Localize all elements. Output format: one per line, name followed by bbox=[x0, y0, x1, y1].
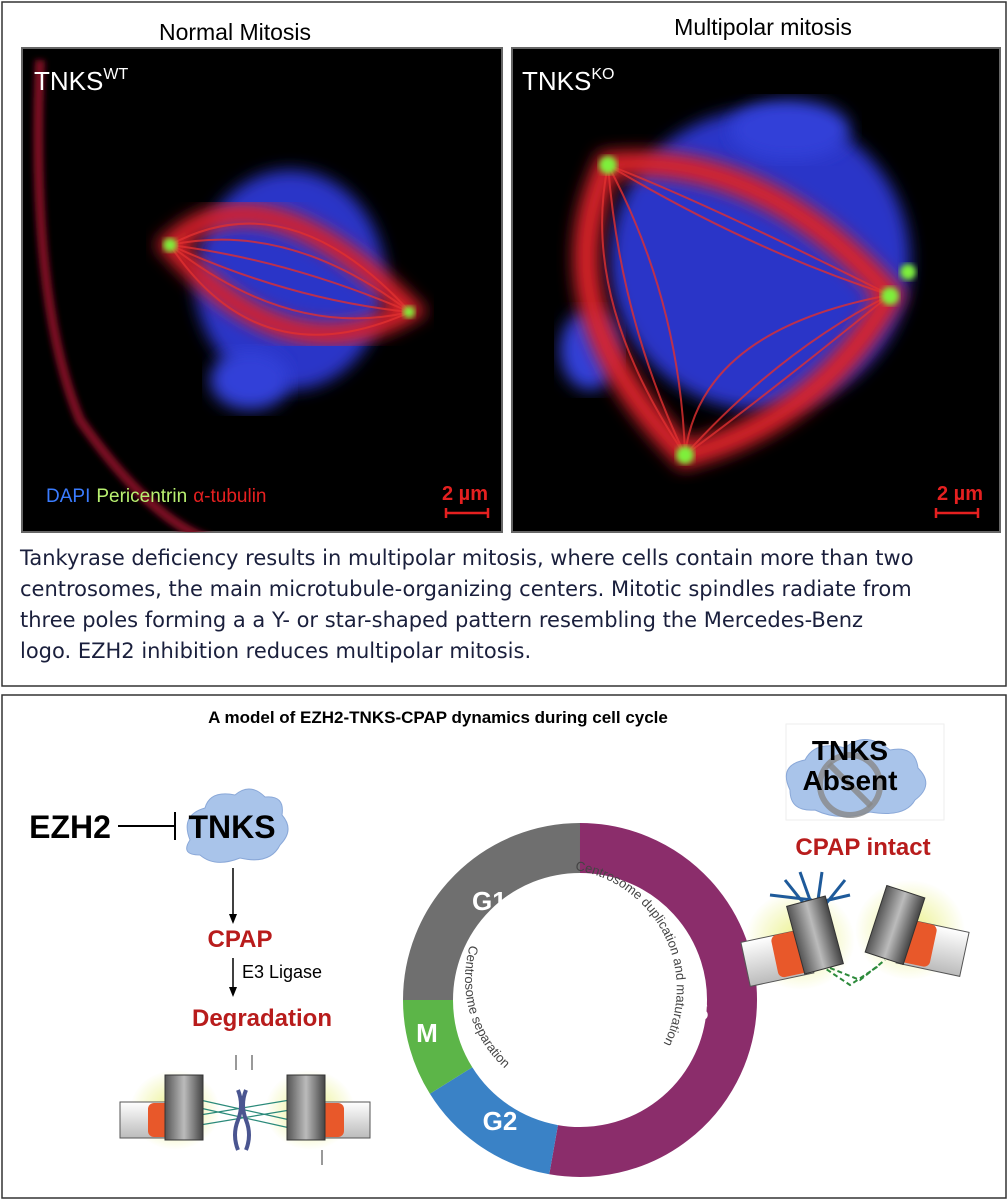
tnks-cloud bbox=[186, 788, 289, 863]
top-panel-border bbox=[1, 1, 1007, 687]
stain-pericentrin: Pericentrin bbox=[96, 486, 187, 507]
scale-bar-label: 2 µm bbox=[937, 483, 983, 505]
scale-bar bbox=[934, 508, 980, 518]
centriole-pair-right bbox=[740, 871, 970, 990]
left-title: Normal Mitosis bbox=[159, 19, 311, 45]
wt-label: TNKSWT bbox=[34, 66, 128, 96]
ring-s bbox=[549, 823, 757, 1177]
micrograph-ko: TNKSKO 2 µm bbox=[511, 47, 1001, 533]
caption-line: three poles forming a a Y- or star-shape… bbox=[20, 608, 864, 632]
ezh2-label: EZH2 bbox=[29, 809, 111, 845]
scale-bar-label: 2 µm bbox=[442, 483, 488, 505]
caption-line: Tankyrase deficiency results in multipol… bbox=[20, 546, 914, 570]
ring-g1 bbox=[403, 823, 581, 1001]
centriole-pair-left bbox=[119, 1055, 371, 1165]
model-title: A model of EZH2-TNKS-CPAP dynamics durin… bbox=[208, 708, 668, 727]
bottom-panel-border bbox=[1, 694, 1007, 1199]
right-title: Multipolar mitosis bbox=[674, 14, 852, 40]
caption-line: centrosomes, the main microtubule-organi… bbox=[20, 577, 912, 601]
stain-tubulin: α-tubulin bbox=[193, 486, 266, 507]
stain-legend: DAPI Pericentrin α-tubulin bbox=[46, 486, 267, 507]
cpap-label: CPAP bbox=[208, 926, 273, 953]
ko-label: TNKSKO bbox=[522, 66, 614, 96]
tnks-absent-cloud bbox=[785, 723, 945, 821]
arrowhead bbox=[229, 914, 237, 924]
phase-g1: G1 bbox=[472, 886, 507, 916]
tnks-label: TNKS bbox=[188, 809, 275, 845]
arrowhead bbox=[229, 987, 237, 997]
tnks-absent-2: Absent bbox=[803, 765, 898, 796]
caption-line: logo. EZH2 inhibition reduces multipolar… bbox=[20, 639, 532, 663]
arc-separation-text: Centrosome separation bbox=[462, 944, 513, 1071]
phase-s: S bbox=[691, 996, 708, 1026]
wt-label-sup: WT bbox=[103, 66, 128, 83]
ko-label-base: TNKS bbox=[522, 66, 591, 96]
cell-cycle-ring bbox=[403, 823, 757, 1177]
ring-g2 bbox=[429, 1066, 559, 1175]
stain-dapi: DAPI bbox=[46, 486, 90, 507]
ko-label-sup: KO bbox=[591, 66, 614, 83]
scale-bar bbox=[444, 508, 490, 518]
cpap-intact-label: CPAP intact bbox=[795, 834, 930, 861]
phase-g2: G2 bbox=[483, 1106, 518, 1136]
degradation-label: Degradation bbox=[192, 1005, 332, 1032]
ring-m bbox=[403, 999, 473, 1094]
tnks-absent-1: TNKS bbox=[812, 735, 888, 766]
arc-separation: Centrosome separation bbox=[462, 944, 513, 1071]
e3-ligase-label: E3 Ligase bbox=[242, 962, 322, 982]
caption: Tankyrase deficiency results in multipol… bbox=[20, 543, 1000, 667]
micrograph-wt: TNKSWT DAPI Pericentrin α-tubulin 2 µm bbox=[21, 47, 503, 533]
inhibition-arrow bbox=[118, 812, 176, 840]
wt-label-base: TNKS bbox=[34, 66, 103, 96]
phase-m: M bbox=[416, 1018, 438, 1048]
